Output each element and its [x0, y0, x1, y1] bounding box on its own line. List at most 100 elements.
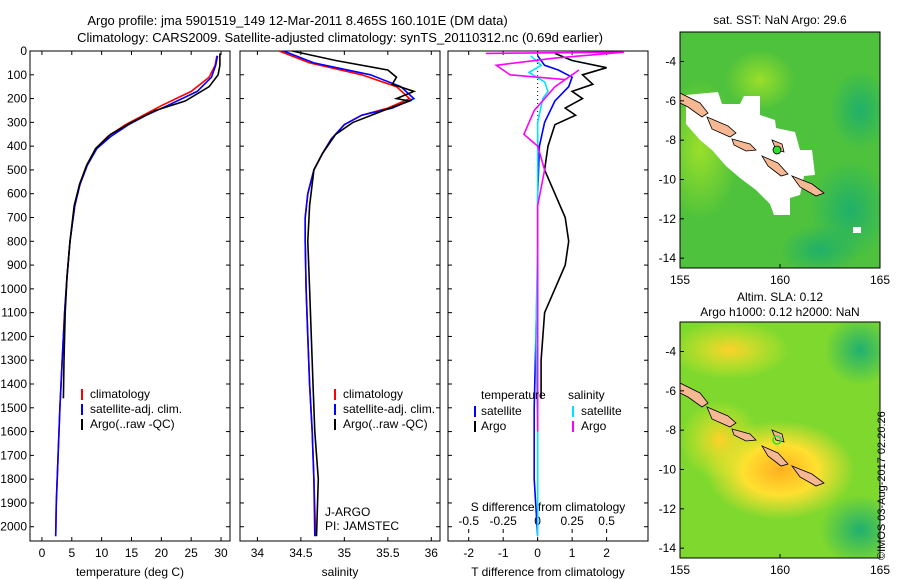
x-tick-label: 35: [338, 546, 352, 560]
x-tick-label: 25: [185, 546, 199, 560]
sla-map-title-line1: Altim. SLA: 0.12: [736, 290, 824, 304]
legend-header-temperature: temperature: [481, 388, 546, 402]
y-tick-label: 1100: [1, 306, 27, 320]
legend-label: satellite-adj. clim.: [90, 402, 182, 416]
y-tick-label: 900: [7, 258, 27, 272]
x-top-tick-label: 0.5: [598, 514, 615, 528]
x-top-tick-label: 0.25: [560, 514, 584, 528]
sst-map-title: sat. SST: NaN Argo: 29.6: [713, 13, 847, 27]
x-tick-label: 0: [39, 546, 46, 560]
x-tick-label: 15: [125, 546, 139, 560]
y-tick-label: 400: [7, 139, 27, 153]
sla-map-image: [680, 322, 880, 558]
legend-header-salinity: salinity: [568, 388, 605, 402]
difference-profile-axes: -2 -1 0 1 2 T difference from climatology -0.5…: [447, 50, 649, 579]
difference-profile-xlabel: T difference from climatology: [471, 565, 625, 579]
figure-title-line2: Climatology: CARS2009. Satellite-adjuste…: [77, 30, 603, 45]
series-s-argo: [485, 51, 624, 432]
difference-profile-frame: [447, 50, 649, 542]
legend-label: climatology: [90, 387, 150, 401]
series-t-argo: [540, 52, 607, 399]
x-top-tick-label: -0.25: [489, 514, 517, 528]
map-x-tick-label: 160: [770, 563, 790, 577]
sst-map-axes: 155 160 165 -4 -6 -8 -10 -12 -14: [659, 55, 891, 288]
map-y-tick-label: -6: [665, 384, 676, 398]
map-y-tick-label: -10: [659, 173, 677, 187]
sla-map-title-line2: Argo h1000: 0.12 h2000: NaN: [700, 305, 860, 319]
sla-map-axes: 155 160 165 -4 -6 -8 -10 -12 -14: [659, 345, 891, 578]
annotation-text: J-ARGO: [325, 505, 370, 519]
salinity-profile-xlabel: salinity: [322, 565, 359, 579]
y-tick-label: 700: [7, 211, 27, 225]
credit-text: ©IMOS 03-Aug-2017 02:20:26: [876, 411, 888, 560]
map-x-tick-label: 165: [870, 563, 890, 577]
sst-map-image: [680, 32, 880, 268]
sst-argo-marker: [772, 145, 782, 155]
salinity-profile-axes: 34 34.5 35 35.5 36 salinity climatologysatelli…: [239, 50, 441, 579]
series-t-satellite: [533, 55, 574, 537]
salinity-profile-frame: [239, 50, 441, 542]
y-tick-label: 200: [7, 92, 27, 106]
map-y-tick-label: -14: [659, 251, 677, 265]
x-tick-label: -2: [463, 546, 474, 560]
series-argo-raw-qc-: [62, 53, 221, 399]
y-tick-label: 0: [20, 44, 27, 58]
x-tick-label: 20: [155, 546, 169, 560]
x-tick-label: 34: [251, 546, 265, 560]
x-tick-label: 30: [214, 546, 228, 560]
legend-label: Argo(..raw -QC): [90, 417, 175, 431]
y-tick-label: 1900: [0, 496, 27, 510]
legend-label: Argo(..raw -QC): [343, 417, 428, 431]
y-tick-label: 1800: [0, 472, 27, 486]
map-y-tick-label: -12: [659, 502, 677, 516]
map-y-tick-label: -14: [659, 541, 677, 555]
map-y-tick-label: -8: [665, 133, 676, 147]
sla-argo-marker: [772, 435, 782, 445]
y-tick-label: 800: [7, 234, 27, 248]
y-tick-label: 600: [7, 187, 27, 201]
map-y-tick-label: -4: [665, 55, 676, 69]
figure-title-line1: Argo profile: jma 5901519_149 12-Mar-201…: [87, 13, 508, 28]
temperature-profile-axes: 0100200300400500600700800900100011001200…: [0, 44, 231, 579]
map-y-tick-label: -12: [659, 212, 677, 226]
legend-label: satellite: [481, 404, 522, 418]
legend-label: Argo: [581, 419, 607, 433]
series-s-satellite: [527, 55, 549, 537]
map-y-tick-label: -8: [665, 423, 676, 437]
y-tick-label: 1300: [0, 353, 27, 367]
sla-land: [680, 382, 825, 487]
x-top-tick-label: -0.5: [458, 514, 479, 528]
legend-label: climatology: [343, 387, 403, 401]
x-tick-label: 5: [68, 546, 75, 560]
map-x-tick-label: 160: [770, 273, 790, 287]
map-y-tick-label: -6: [665, 94, 676, 108]
map-x-tick-label: 155: [670, 273, 690, 287]
x-tick-label: 0: [534, 546, 541, 560]
x-tick-label: 36: [425, 546, 439, 560]
x-tick-label: 2: [603, 546, 610, 560]
x-tick-label: -1: [498, 546, 509, 560]
y-tick-label: 1500: [0, 401, 27, 415]
y-tick-label: 1000: [0, 282, 27, 296]
x-tick-label: 10: [95, 546, 109, 560]
y-tick-label: 1700: [0, 448, 27, 462]
y-tick-label: 1400: [0, 377, 27, 391]
x-tick-label: 35.5: [376, 546, 400, 560]
y-tick-label: 1200: [0, 329, 27, 343]
y-tick-label: 500: [7, 163, 27, 177]
x-tick-label: 34.5: [289, 546, 313, 560]
map-y-tick-label: -10: [659, 463, 677, 477]
y-tick-label: 300: [7, 115, 27, 129]
x-tick-label: 1: [569, 546, 576, 560]
y-tick-label: 2000: [0, 520, 27, 534]
map-y-tick-label: -4: [665, 345, 676, 359]
temperature-profile-frame: [29, 50, 231, 542]
annotation-text: PI: JAMSTEC: [325, 519, 399, 533]
y-tick-label: 100: [7, 68, 27, 82]
legend-label: satellite-adj. clim.: [343, 402, 435, 416]
temperature-profile-xlabel: temperature (deg C): [76, 565, 184, 579]
legend-label: Argo: [481, 419, 507, 433]
difference-profile-xlabel-top: S difference from climatology: [471, 500, 626, 514]
series-argo-raw-qc-: [292, 50, 417, 537]
